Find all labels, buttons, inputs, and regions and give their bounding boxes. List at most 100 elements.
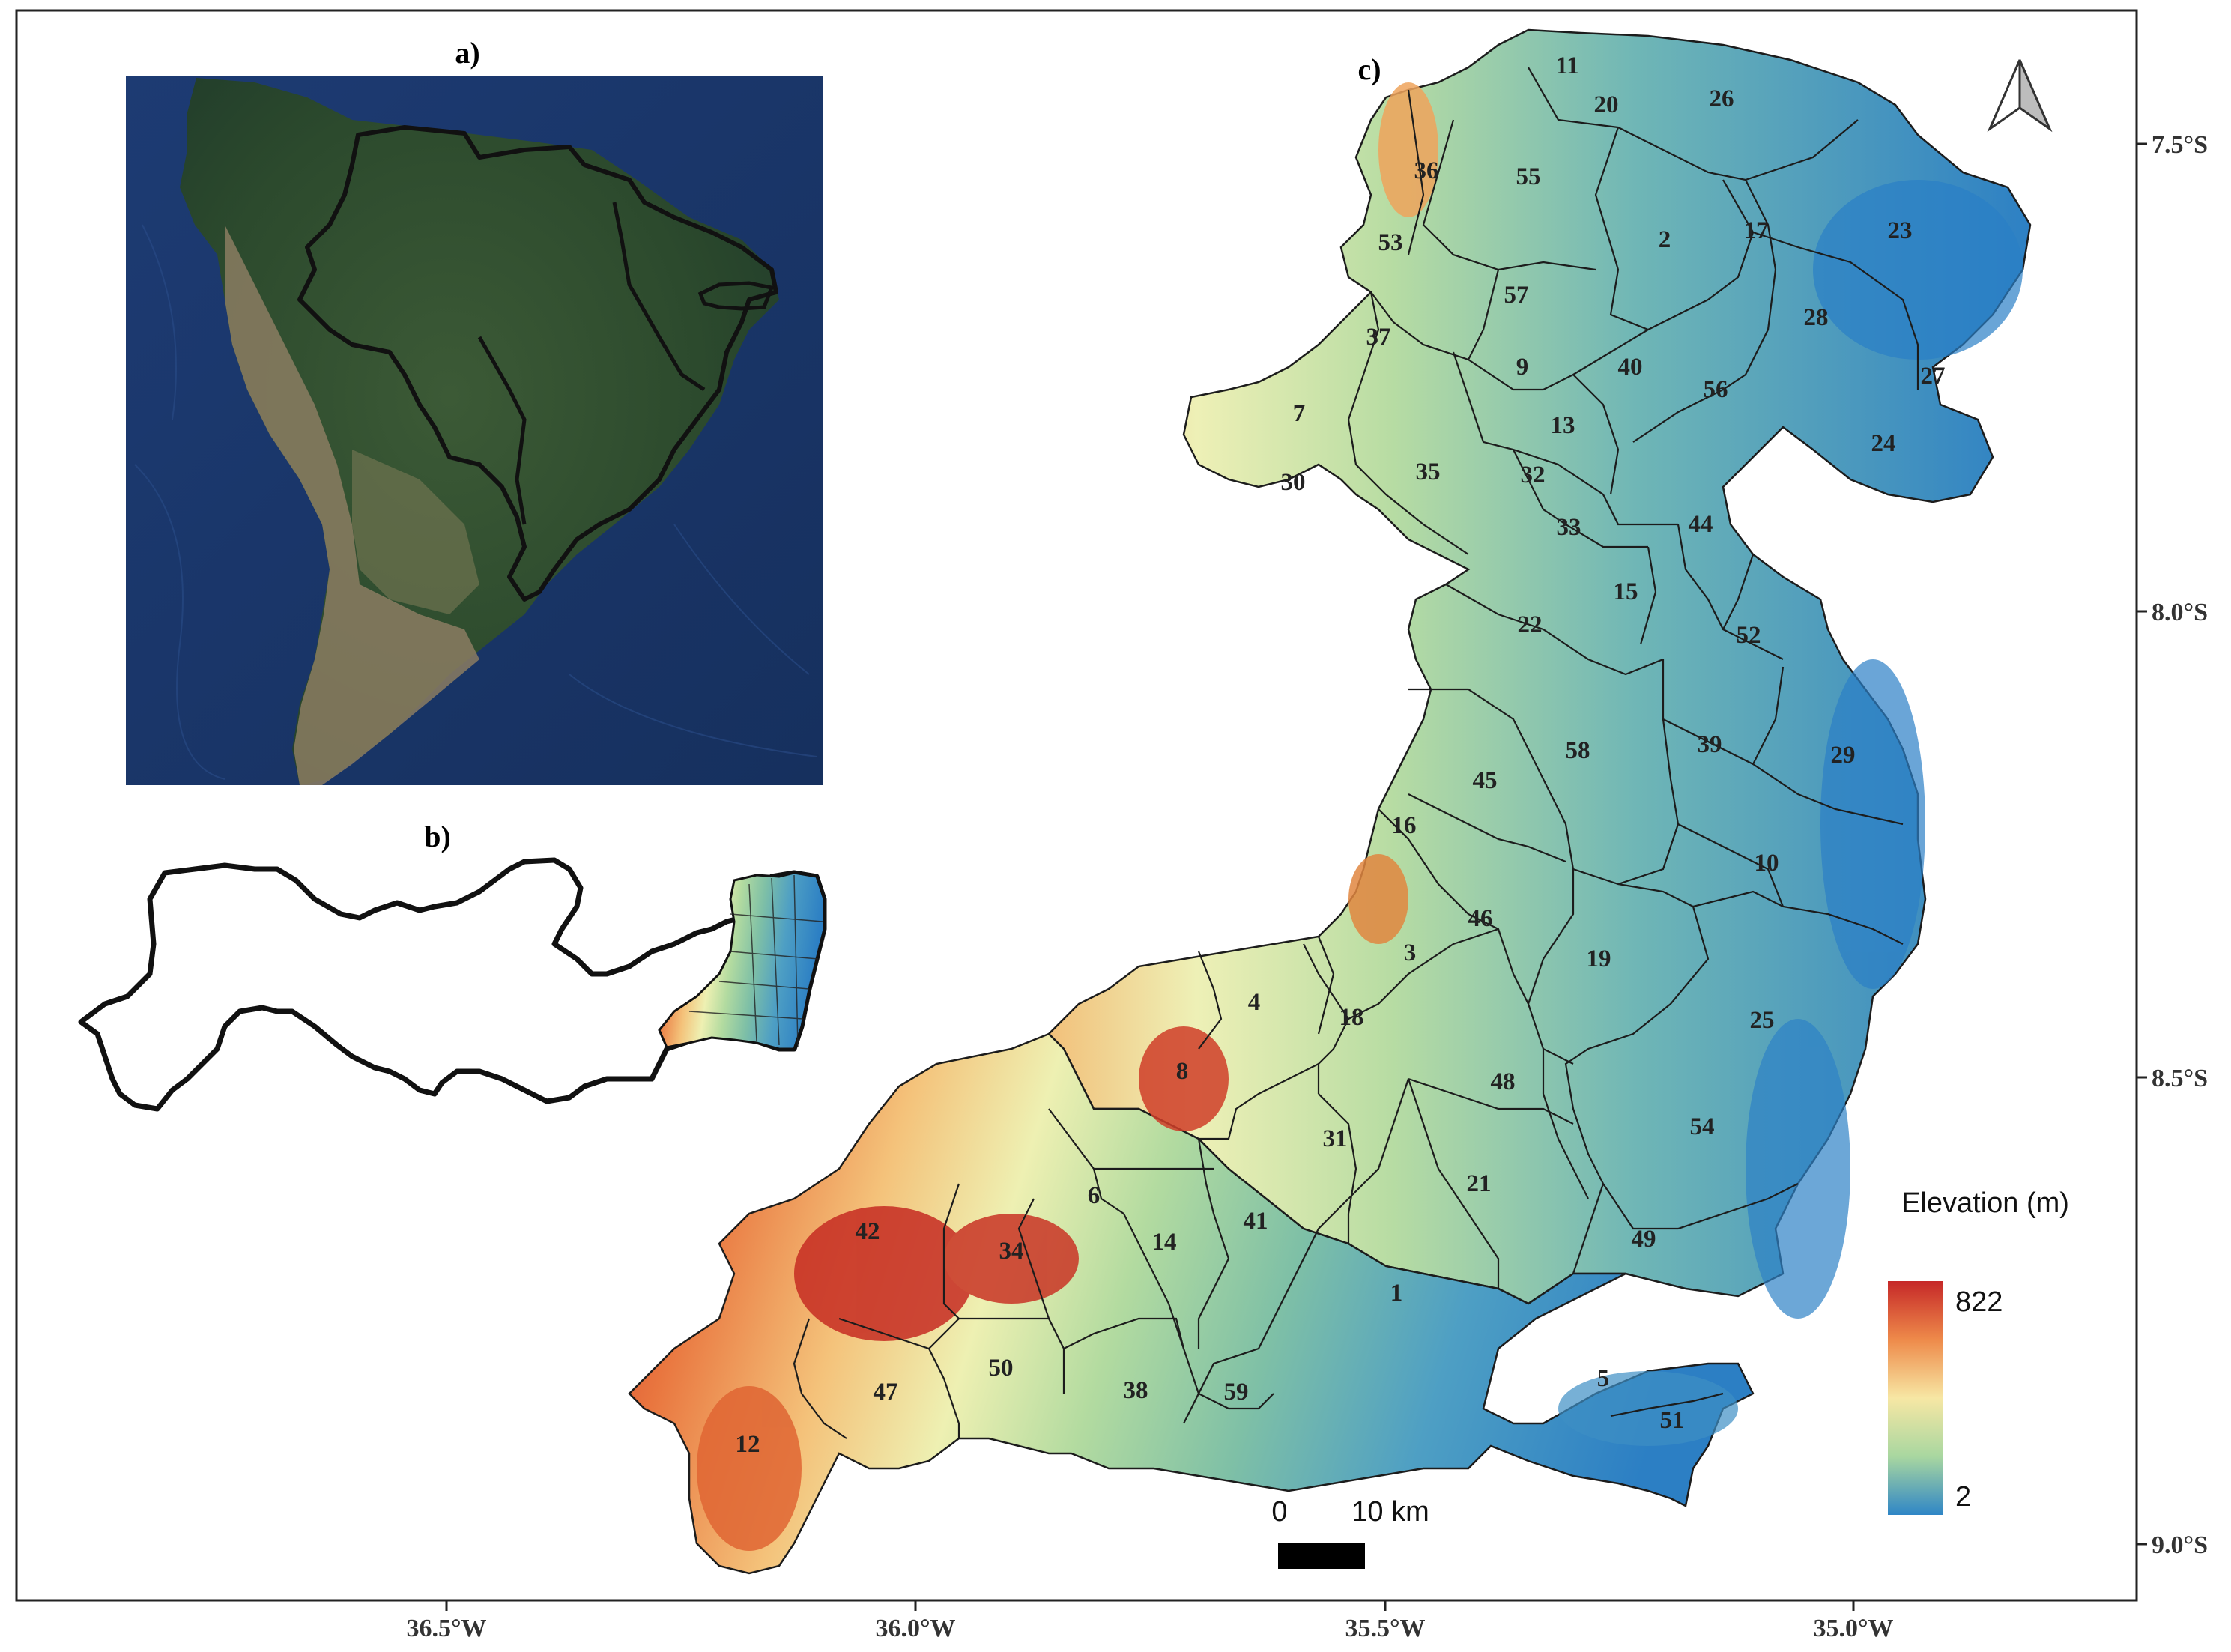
municipality-label: 39 bbox=[1698, 731, 1722, 758]
y-tick-label: 9.0°S bbox=[2152, 1531, 2208, 1559]
region-divider bbox=[612, 202, 706, 392]
municipality-label: 1 bbox=[1390, 1280, 1403, 1307]
high-elevation-zones bbox=[697, 82, 1438, 1551]
municipality-label: 42 bbox=[856, 1218, 880, 1245]
panel-c-study-area: c) bbox=[628, 28, 2032, 1575]
municipality-label: 45 bbox=[1473, 767, 1498, 794]
municipal-boundaries bbox=[793, 67, 1919, 1439]
municipality-label: 53 bbox=[1378, 229, 1403, 256]
municipality-label: 46 bbox=[1468, 905, 1493, 932]
municipality-label: 47 bbox=[874, 1379, 898, 1406]
municipality-label: 30 bbox=[1281, 469, 1306, 496]
municipality-label: 9 bbox=[1516, 354, 1529, 381]
panel-label-a: a) bbox=[455, 36, 479, 70]
municipality-label: 19 bbox=[1587, 945, 1611, 972]
scale-bar-end-label: 10 km bbox=[1351, 1496, 1429, 1528]
municipality-label: 48 bbox=[1491, 1068, 1516, 1095]
municipality-label: 25 bbox=[1750, 1007, 1775, 1034]
scale-bar-block bbox=[1278, 1543, 1365, 1569]
municipality-label: 54 bbox=[1690, 1113, 1715, 1140]
municipality-label: 4 bbox=[1248, 989, 1261, 1016]
municipality-label: 18 bbox=[1339, 1004, 1364, 1031]
municipality-label: 51 bbox=[1660, 1407, 1685, 1434]
ocean-texture bbox=[134, 224, 817, 780]
municipality-label: 7 bbox=[1293, 400, 1306, 427]
municipality-label: 38 bbox=[1124, 1377, 1148, 1404]
legend-min-label: 2 bbox=[1955, 1481, 1971, 1513]
municipality-label: 24 bbox=[1871, 430, 1896, 457]
x-tick-label: 35.0°W bbox=[1813, 1615, 1893, 1642]
scale-bar-start-label: 0 bbox=[1271, 1496, 1287, 1528]
municipality-label: 56 bbox=[1704, 376, 1728, 403]
municipality-label: 34 bbox=[999, 1238, 1024, 1265]
municipality-label: 40 bbox=[1618, 354, 1643, 381]
municipality-label: 23 bbox=[1888, 217, 1913, 244]
municipality-label: 37 bbox=[1366, 324, 1391, 351]
municipality-label: 27 bbox=[1921, 363, 1946, 390]
municipality-label: 21 bbox=[1467, 1170, 1492, 1197]
legend-color-ramp bbox=[1888, 1281, 1943, 1515]
municipality-label: 5 bbox=[1597, 1365, 1610, 1392]
municipality-label: 8 bbox=[1176, 1058, 1189, 1085]
municipality-label: 58 bbox=[1566, 737, 1590, 764]
x-tick-label: 36.5°W bbox=[406, 1615, 486, 1642]
municipality-label: 12 bbox=[736, 1431, 760, 1458]
municipality-label: 49 bbox=[1632, 1226, 1656, 1253]
municipality-label: 16 bbox=[1392, 812, 1417, 839]
legend-title: Elevation (m) bbox=[1901, 1187, 2069, 1219]
municipality-label: 44 bbox=[1689, 511, 1713, 538]
municipality-label: 41 bbox=[1244, 1208, 1268, 1235]
municipality-label: 31 bbox=[1323, 1125, 1348, 1152]
study-area-mini bbox=[658, 871, 826, 1050]
region-divider bbox=[477, 336, 527, 525]
north-arrow-icon bbox=[1987, 59, 2053, 133]
andes-region bbox=[225, 225, 479, 785]
municipality-label: 26 bbox=[1710, 85, 1734, 112]
municipality-label: 52 bbox=[1737, 622, 1761, 649]
scale-bar: 0 10 km bbox=[1271, 1496, 1429, 1569]
municipality-label: 55 bbox=[1516, 163, 1541, 190]
municipality-label: 36 bbox=[1414, 157, 1439, 184]
elevation-legend: Elevation (m) 822 2 bbox=[1888, 1187, 2069, 1515]
municipality-label: 29 bbox=[1831, 742, 1856, 769]
y-tick-label: 7.5°S bbox=[2152, 131, 2208, 159]
y-tick-label: 8.0°S bbox=[2152, 599, 2208, 626]
study-area-south bbox=[628, 1032, 1755, 1575]
panel-a-south-america: a) bbox=[126, 36, 823, 785]
x-axis-ticks bbox=[445, 1600, 1855, 1611]
pernambuco-outline bbox=[697, 281, 775, 311]
municipality-label: 17 bbox=[1744, 217, 1769, 244]
y-axis-ticks bbox=[2137, 142, 2147, 1546]
brazil-outline bbox=[297, 125, 778, 602]
x-tick-label: 35.5°W bbox=[1345, 1615, 1425, 1642]
municipality-label: 50 bbox=[989, 1355, 1014, 1382]
municipality-label: 28 bbox=[1804, 304, 1829, 331]
municipality-label: 15 bbox=[1614, 578, 1638, 605]
panel-label-b: b) bbox=[424, 820, 451, 853]
municipality-label: 32 bbox=[1521, 462, 1546, 488]
municipality-label: 59 bbox=[1224, 1379, 1249, 1406]
x-tick-label: 36.0°W bbox=[875, 1615, 955, 1642]
municipality-label: 10 bbox=[1755, 850, 1779, 877]
municipality-label: 33 bbox=[1557, 514, 1581, 541]
municipality-label: 3 bbox=[1404, 940, 1417, 966]
map-frame bbox=[15, 9, 2138, 1602]
study-area-mini-grid bbox=[688, 874, 823, 1048]
municipality-label: 57 bbox=[1504, 282, 1529, 309]
municipality-label: 13 bbox=[1551, 412, 1575, 439]
municipality-label: 35 bbox=[1416, 459, 1441, 485]
panel-b-pernambuco: b) bbox=[78, 820, 827, 1112]
municipality-label: 14 bbox=[1152, 1229, 1177, 1256]
y-tick-label: 8.5°S bbox=[2152, 1065, 2208, 1092]
municipality-label: 20 bbox=[1594, 91, 1619, 118]
municipality-label: 6 bbox=[1088, 1182, 1101, 1209]
municipality-label: 2 bbox=[1659, 226, 1671, 253]
municipality-label: 22 bbox=[1518, 611, 1543, 638]
municipality-label: 11 bbox=[1555, 52, 1578, 79]
legend-max-label: 822 bbox=[1955, 1286, 2003, 1318]
municipality-labels: 11 20 26 36 55 53 2 17 23 57 28 37 9 40 … bbox=[736, 52, 1946, 1458]
panel-label-c: c) bbox=[1357, 52, 1381, 86]
low-elevation-coast bbox=[1558, 180, 2023, 1446]
chaco-region bbox=[352, 450, 479, 614]
